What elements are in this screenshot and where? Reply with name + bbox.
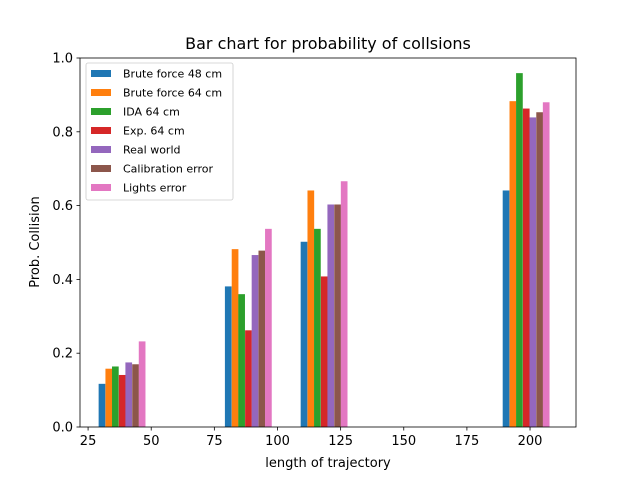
x-axis: 25 50 75 100 125 150 175 200 <box>80 427 543 449</box>
x-tick-label: 75 <box>206 434 223 449</box>
bar-5-0 <box>132 364 139 427</box>
bar-1-3 <box>509 101 517 428</box>
legend-swatch <box>91 70 111 77</box>
y-tick-label: 0.0 <box>52 421 73 436</box>
legend-label: Real world <box>123 144 181 157</box>
bar-4-0 <box>125 362 133 427</box>
bar-1-0 <box>105 368 113 427</box>
bar-5-3 <box>536 112 543 428</box>
y-tick-label: 0.6 <box>52 199 73 214</box>
legend-label: Calibration error <box>123 163 213 176</box>
legend-swatch <box>91 184 111 191</box>
legend-box <box>85 62 234 201</box>
x-tick-label: 25 <box>80 434 97 449</box>
legend-swatch <box>91 89 111 96</box>
y-axis: 0.0 0.2 0.4 0.6 0.8 1.0 <box>52 52 80 436</box>
legend-label: Exp. 64 cm <box>123 125 185 138</box>
x-tick-label: 100 <box>265 434 290 449</box>
bar-3-0 <box>118 374 126 427</box>
bar-1-2 <box>307 190 315 427</box>
plot-frame <box>79 57 577 428</box>
bar-3-1 <box>245 330 252 427</box>
bar-2-1 <box>238 294 245 427</box>
bar-4-1 <box>251 255 259 427</box>
x-axis-label: length of trajectory <box>265 456 391 471</box>
x-tick-label: 175 <box>454 434 479 449</box>
bar-3-2 <box>320 276 328 427</box>
bar-4-2 <box>327 204 335 427</box>
legend: Brute force 48 cm Brute force 64 cm IDA 64… <box>85 62 234 201</box>
bar-3-3 <box>522 108 530 428</box>
bar-6-1 <box>265 228 272 427</box>
y-tick-label: 1.0 <box>52 52 73 67</box>
y-tick-label: 0.2 <box>52 347 73 362</box>
chart-title: Bar chart for probability of collsions <box>185 34 471 53</box>
bar-0-0 <box>98 383 106 427</box>
bar-4-3 <box>529 117 537 427</box>
bar-0-3 <box>502 190 510 427</box>
x-tick-label: 200 <box>518 434 543 449</box>
legend-swatch <box>91 146 111 153</box>
bar-0-2 <box>300 241 308 427</box>
legend-swatch <box>91 127 111 134</box>
legend-label: Brute force 48 cm <box>123 68 222 81</box>
legend-swatch <box>91 108 111 115</box>
bar-2-2 <box>314 228 321 427</box>
bar-5-2 <box>334 204 341 427</box>
x-tick-label: 150 <box>391 434 416 449</box>
legend-label: IDA 64 cm <box>123 106 180 119</box>
y-tick-label: 0.8 <box>52 125 73 140</box>
bars-layer <box>98 73 550 428</box>
bar-5-1 <box>258 250 266 427</box>
bar-6-2 <box>340 181 348 427</box>
bar-0-1 <box>224 286 232 427</box>
bar-6-0 <box>138 341 146 427</box>
y-tick-label: 0.4 <box>52 273 73 288</box>
y-axis-label: Prob. Collision <box>28 196 43 288</box>
legend-label: Brute force 64 cm <box>123 87 222 100</box>
bar-6-3 <box>542 102 550 427</box>
bar-2-3 <box>516 73 523 427</box>
x-tick-label: 50 <box>143 434 160 449</box>
x-tick-label: 125 <box>328 434 353 449</box>
legend-label: Lights error <box>123 182 187 195</box>
bar-1-1 <box>231 249 239 427</box>
legend-swatch <box>91 165 111 172</box>
bar-2-0 <box>112 366 119 427</box>
